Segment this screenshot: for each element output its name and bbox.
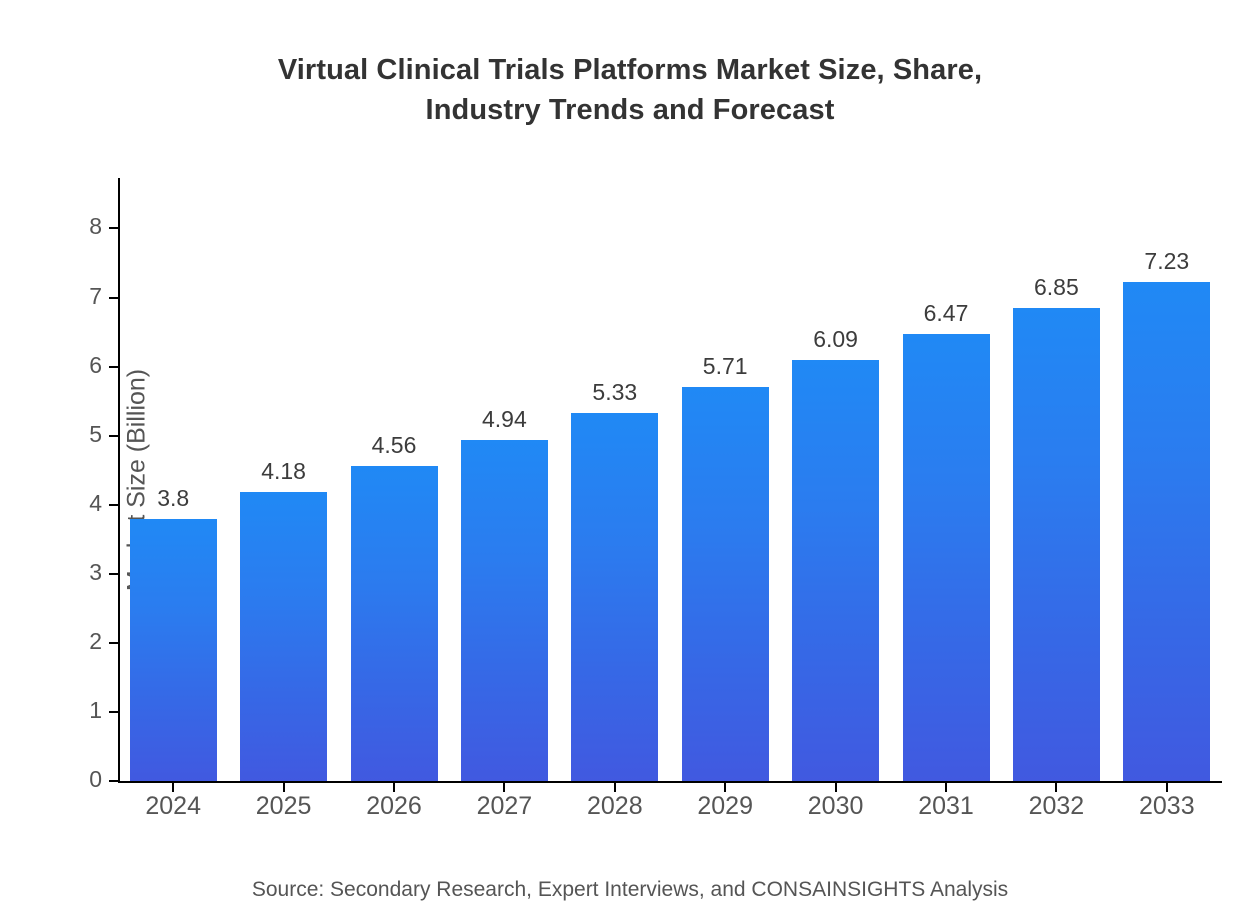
y-tick-label: 8 [89,213,102,240]
y-tick-mark [109,434,118,437]
y-tick-mark [109,780,118,782]
x-tick-mark [613,783,616,792]
y-tick-mark [109,365,118,368]
bar-2032[interactable] [1012,307,1100,781]
y-tick-mark [109,641,118,644]
bar-2024[interactable] [129,518,217,781]
bar-2030[interactable] [792,360,880,781]
x-tick-label-2029: 2029 [697,792,753,820]
bar-2027[interactable] [460,439,548,781]
bar-group[interactable]: 4.94 [460,178,548,781]
y-tick-label: 0 [89,766,102,792]
bar-group[interactable]: 6.85 [1012,178,1100,781]
bar-value-label: 6.85 [1034,273,1079,300]
bar-value-label: 5.33 [592,378,638,405]
x-tick-mark [945,783,947,792]
y-tick-mark [109,296,118,299]
bar-2031[interactable] [902,334,990,781]
bar-group[interactable]: 7.23 [1123,178,1211,781]
x-tick-label-2030: 2030 [807,792,864,820]
bar-group[interactable]: 6.47 [902,178,990,781]
y-tick-mark [109,503,118,506]
y-tick-label: 4 [89,489,102,516]
y-tick-label: 5 [89,420,102,447]
bar-2026[interactable] [350,466,438,781]
x-tick-label-2025: 2025 [255,792,312,820]
bar-value-label: 6.47 [923,300,969,327]
bar-group[interactable]: 4.56 [350,178,438,781]
y-tick-label: 2 [89,627,102,654]
x-tick-label-2031: 2031 [918,792,974,820]
x-tick-label-2033: 2033 [1138,792,1195,820]
bar-group[interactable]: 5.33 [571,178,659,781]
bar-value-label: 5.71 [702,352,748,379]
bar-group[interactable]: 4.18 [240,178,328,781]
y-tick: 0 [89,766,118,792]
y-tick-label: 1 [89,696,102,723]
bar-value-label: 4.94 [482,405,527,432]
chart-title: Virtual Clinical Trials Platforms Market… [0,50,1260,130]
y-tick: 5 [89,421,118,447]
chart-title-line-2: Industry Trends and Forecast [425,94,835,126]
y-axis-line [118,178,120,781]
bars-layer: 3.8 4.18 4.56 4.94 5.33 5.71 6.09 6.47 6.85 7.23 [118,178,1222,781]
y-tick-label: 6 [89,351,102,378]
source-note: Source: Secondary Research, Expert Inter… [251,878,1009,901]
y-tick: 6 [89,352,118,378]
y-tick-mark [109,710,118,713]
x-tick-label-2032: 2032 [1028,792,1085,820]
y-tick: 3 [89,559,118,585]
y-tick-mark [109,227,118,230]
y-tick-mark [109,572,118,575]
x-tick-mark [172,783,175,792]
bar-group[interactable]: 5.71 [681,178,769,781]
bar-value-label: 4.18 [261,458,306,485]
y-tick-label: 7 [89,282,102,309]
x-tick-label-2028: 2028 [586,792,643,820]
x-tick-label-2026: 2026 [366,792,422,820]
x-tick-mark [1055,783,1058,792]
x-tick-mark [724,783,727,792]
x-tick-mark [282,783,285,792]
x-tick-label-2024: 2024 [145,792,201,820]
x-tick-mark [503,783,506,792]
bar-value-label: 3.8 [157,484,190,511]
bar-2029[interactable] [681,386,769,781]
y-tick: 7 [89,283,118,309]
bar-group[interactable]: 3.8 [129,178,217,781]
x-tick-mark [393,783,395,792]
bar-2028[interactable] [571,412,659,781]
x-tick-mark [834,783,837,792]
bar-value-label: 7.23 [1144,247,1190,274]
x-tick-mark [1165,783,1168,792]
y-tick-label: 3 [89,558,102,585]
x-tick-label-2027: 2027 [476,792,533,820]
bar-2025[interactable] [240,492,328,781]
y-tick: 2 [89,628,118,654]
bar-value-label: 6.09 [813,326,858,353]
x-axis-line [118,781,1222,783]
bar-group[interactable]: 6.09 [792,178,880,781]
chart-title-line-1: Virtual Clinical Trials Platforms Market… [277,54,983,86]
y-tick: 8 [89,213,118,239]
y-tick: 4 [89,490,118,516]
bar-2033[interactable] [1123,281,1211,781]
y-tick: 1 [89,697,118,723]
bar-value-label: 4.56 [371,432,417,459]
